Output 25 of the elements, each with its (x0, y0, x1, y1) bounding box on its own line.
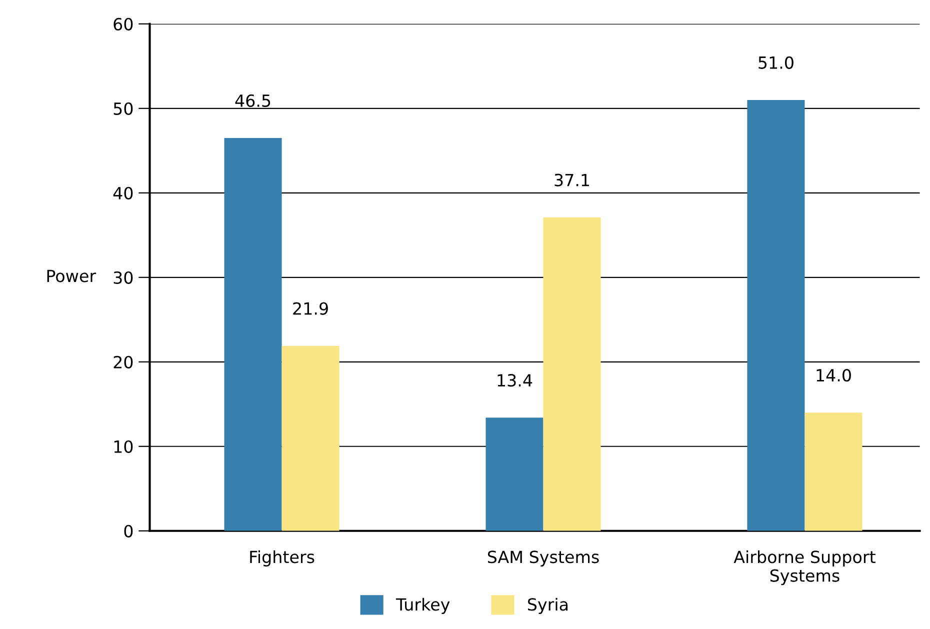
y-tick-label: 10 (114, 440, 133, 453)
bar (804, 412, 862, 531)
y-tick-label: 20 (114, 356, 133, 368)
data-label: 14.0 (816, 368, 851, 382)
legend-label: Turkey (396, 598, 450, 614)
data-label: 46.5 (235, 94, 270, 107)
y-tick-label: 30 (114, 271, 133, 284)
data-label: 37.1 (554, 174, 590, 186)
x-tick-label: SAM Systems (488, 550, 599, 566)
bar (543, 217, 601, 531)
data-label: 13.4 (498, 374, 532, 387)
y-tick-label: 0 (124, 524, 133, 538)
data-label: 21.9 (293, 302, 328, 315)
y-tick-label: 50 (114, 102, 133, 115)
y-axis-title: Power (47, 270, 96, 282)
x-tick-label: Fighters (250, 550, 314, 566)
y-tick-label: 40 (113, 186, 133, 200)
legend-label: Syria (528, 598, 568, 614)
bar (486, 418, 544, 531)
bar (224, 138, 282, 531)
y-tick-label: 60 (114, 18, 133, 30)
bar (282, 346, 340, 531)
data-label: 51.0 (758, 56, 794, 69)
x-tick-label: Airborne Support Systems (734, 550, 876, 586)
bar (747, 100, 805, 531)
